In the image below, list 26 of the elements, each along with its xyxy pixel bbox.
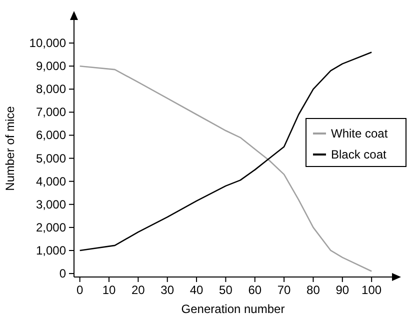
- x-tick-label: 20: [132, 283, 146, 297]
- y-axis-title: Number of mice: [3, 106, 17, 191]
- legend-label: White coat: [331, 126, 388, 140]
- x-tick-label: 10: [102, 283, 116, 297]
- x-tick-label: 60: [248, 283, 262, 297]
- y-tick-label: 7,000: [36, 105, 66, 120]
- y-tick-label: 1,000: [36, 243, 66, 258]
- y-tick-label: 5,000: [36, 151, 66, 166]
- x-tick-label: 90: [336, 283, 350, 297]
- x-tick-label: 0: [76, 283, 84, 297]
- y-tick-label: 8,000: [36, 82, 66, 96]
- y-tick-label: 4,000: [36, 174, 66, 188]
- x-tick-label: 30: [160, 283, 174, 297]
- x-tick-label: 50: [219, 283, 233, 297]
- y-tick-label: 0: [59, 266, 66, 281]
- legend-label: Black coat: [331, 148, 388, 162]
- y-tick-label: 2,000: [36, 220, 66, 234]
- y-tick-label: 6,000: [36, 128, 66, 142]
- y-tick-label: 9,000: [36, 59, 66, 74]
- x-axis-title: Generation number: [181, 302, 285, 316]
- x-tick-label: 80: [306, 283, 320, 297]
- y-tick-label: 10,000: [29, 36, 66, 50]
- y-tick-label: 3,000: [36, 197, 66, 212]
- x-tick-label: 100: [362, 283, 382, 297]
- x-tick-label: 70: [277, 283, 292, 297]
- x-tick-label: 40: [190, 283, 204, 297]
